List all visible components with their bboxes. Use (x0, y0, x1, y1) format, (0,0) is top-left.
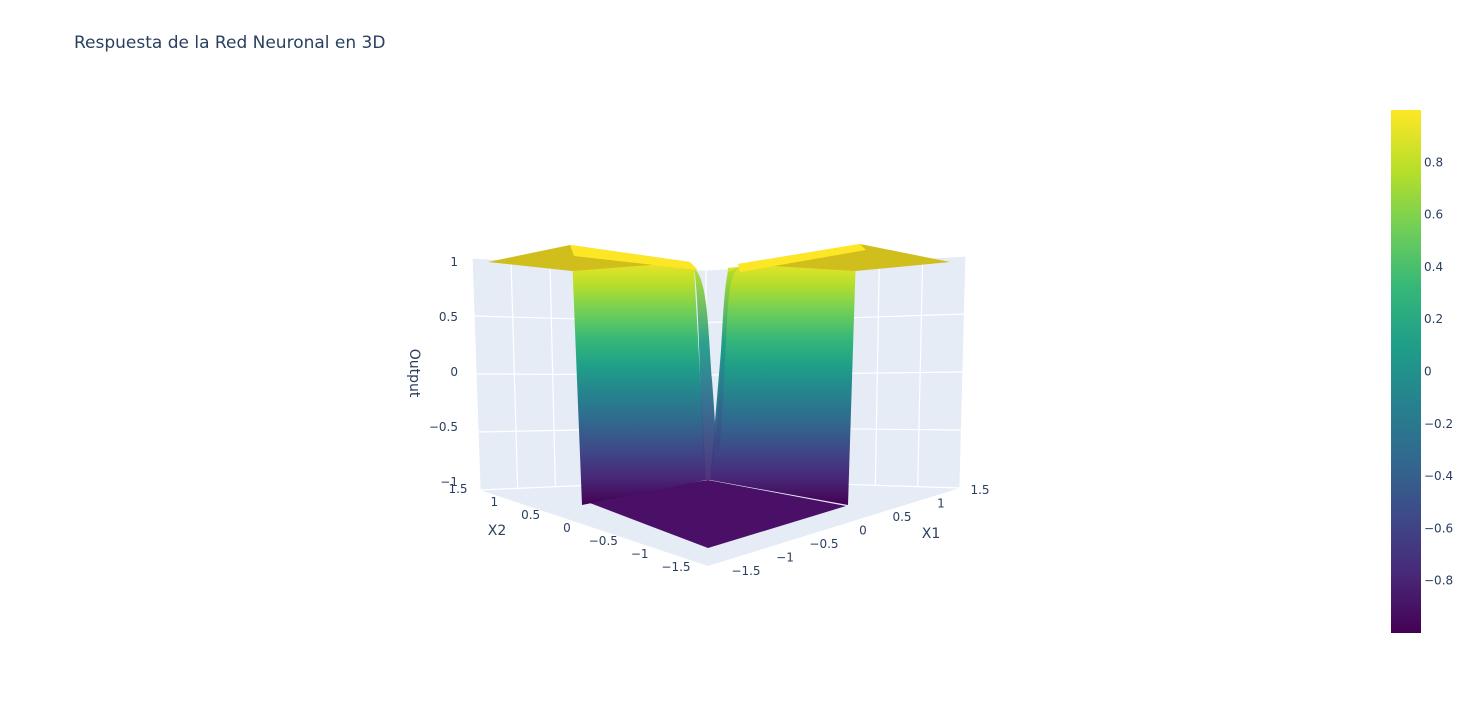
x2-tick-label: −1.5 (661, 560, 690, 574)
colorbar-ticks: −0.8 −0.6 −0.4 −0.2 0 0.2 0.4 0.6 0.8 (1424, 155, 1453, 587)
colorbar-tick-label: 0.6 (1424, 208, 1443, 222)
x2-gridline (549, 261, 556, 487)
x1-tick-label: −1 (776, 551, 794, 565)
x2-gridline (510, 259, 519, 489)
colorbar-tick-label: 0 (1424, 365, 1432, 379)
left-plateau-highlight (570, 245, 698, 270)
x1-tick-label: 1 (937, 497, 945, 511)
x2-tick-label: 0.5 (521, 508, 540, 522)
right-wall-surface (710, 254, 856, 505)
colorbar-tick-label: −0.6 (1424, 521, 1453, 535)
colorbar-tick-label: −0.4 (1424, 469, 1453, 483)
z-tick-label: 0 (450, 365, 458, 379)
x2-axis-title: X2 (488, 523, 507, 539)
z-tick-label: −1 (440, 475, 458, 489)
colorbar-tick-label: 0.4 (1424, 260, 1443, 274)
z-tick-label: 0.5 (439, 310, 458, 324)
x1-tick-label: 0.5 (892, 510, 911, 524)
colorbar-tick-label: −0.2 (1424, 417, 1453, 431)
colorbar-tick-label: 0.2 (1424, 312, 1443, 326)
floor-surface (582, 480, 846, 548)
x1-gridline (959, 255, 967, 489)
right-plateau (738, 244, 950, 271)
colorbar-gradient (1391, 110, 1421, 633)
z-tick-label: −0.5 (429, 420, 458, 434)
z-axis-ticks: −1 −0.5 0 0.5 1 (429, 255, 458, 489)
x1-gridline (917, 258, 924, 487)
left-wall-surface (572, 255, 706, 505)
x2-tick-label: −0.5 (589, 534, 618, 548)
x1-axis-title: X1 (922, 526, 941, 542)
x1-axis-ticks: −1.5 −1 −0.5 0 0.5 1 1.5 (731, 483, 989, 578)
x1-tick-label: 0 (859, 524, 867, 538)
x1-gridline (874, 260, 880, 486)
chart-title: Respuesta de la Red Neuronal en 3D (74, 33, 386, 53)
left-plateau (488, 245, 690, 271)
x2-gridline (471, 257, 481, 491)
valley-surface (694, 268, 738, 480)
x1-tick-label: −1.5 (731, 564, 760, 578)
colorbar-tick-label: 0.8 (1424, 155, 1443, 169)
x1-tick-label: −0.5 (809, 537, 838, 551)
surface (488, 244, 950, 548)
right-plateau-highlight (738, 244, 866, 272)
x2-axis-ticks: −1.5 −1 −0.5 0 0.5 1 1.5 (448, 482, 690, 574)
x2-tick-label: −1 (631, 547, 649, 561)
x2-tick-label: 1.5 (448, 482, 467, 496)
x2-tick-label: 1 (491, 495, 499, 509)
x2-tick-label: 0 (563, 521, 571, 535)
colorbar: −0.8 −0.6 −0.4 −0.2 0 0.2 0.4 0.6 0.8 (1391, 110, 1453, 633)
z-tick-label: 1 (450, 255, 458, 269)
z-axis-title: Output (406, 349, 422, 398)
x1-tick-label: 1.5 (970, 483, 989, 497)
colorbar-tick-label: −0.8 (1424, 574, 1453, 588)
